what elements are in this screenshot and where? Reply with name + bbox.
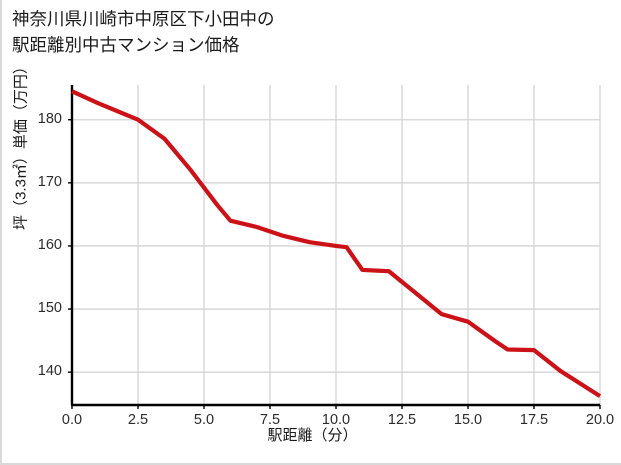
x-tick-label: 12.5 bbox=[387, 412, 417, 428]
y-tick-label: 140 bbox=[37, 363, 62, 380]
y-axis-title: 坪（3.3㎡）単価（万円） bbox=[12, 59, 30, 230]
x-tick-label: 5.0 bbox=[193, 412, 215, 428]
page-title: 神奈川県川崎市中原区下小田中の 駅距離別中古マンション価格 bbox=[12, 9, 275, 55]
price-line-series bbox=[71, 89, 602, 398]
y-tick-label: 180 bbox=[37, 110, 62, 127]
x-tick-label: 10.0 bbox=[321, 412, 351, 428]
y-tick-label: 150 bbox=[37, 300, 62, 317]
x-tick-label: 2.5 bbox=[127, 412, 149, 428]
y-tick-label: 170 bbox=[37, 173, 62, 190]
x-tick-label: 0.0 bbox=[61, 412, 83, 428]
x-tick-label: 15.0 bbox=[453, 412, 483, 428]
x-tick-label: 17.5 bbox=[519, 412, 549, 428]
x-tick-label: 20.0 bbox=[585, 412, 615, 428]
y-tick-label: 160 bbox=[37, 236, 62, 253]
x-axis-title: 駅距離（分） bbox=[267, 427, 358, 444]
x-tick-label: 7.5 bbox=[259, 412, 281, 428]
